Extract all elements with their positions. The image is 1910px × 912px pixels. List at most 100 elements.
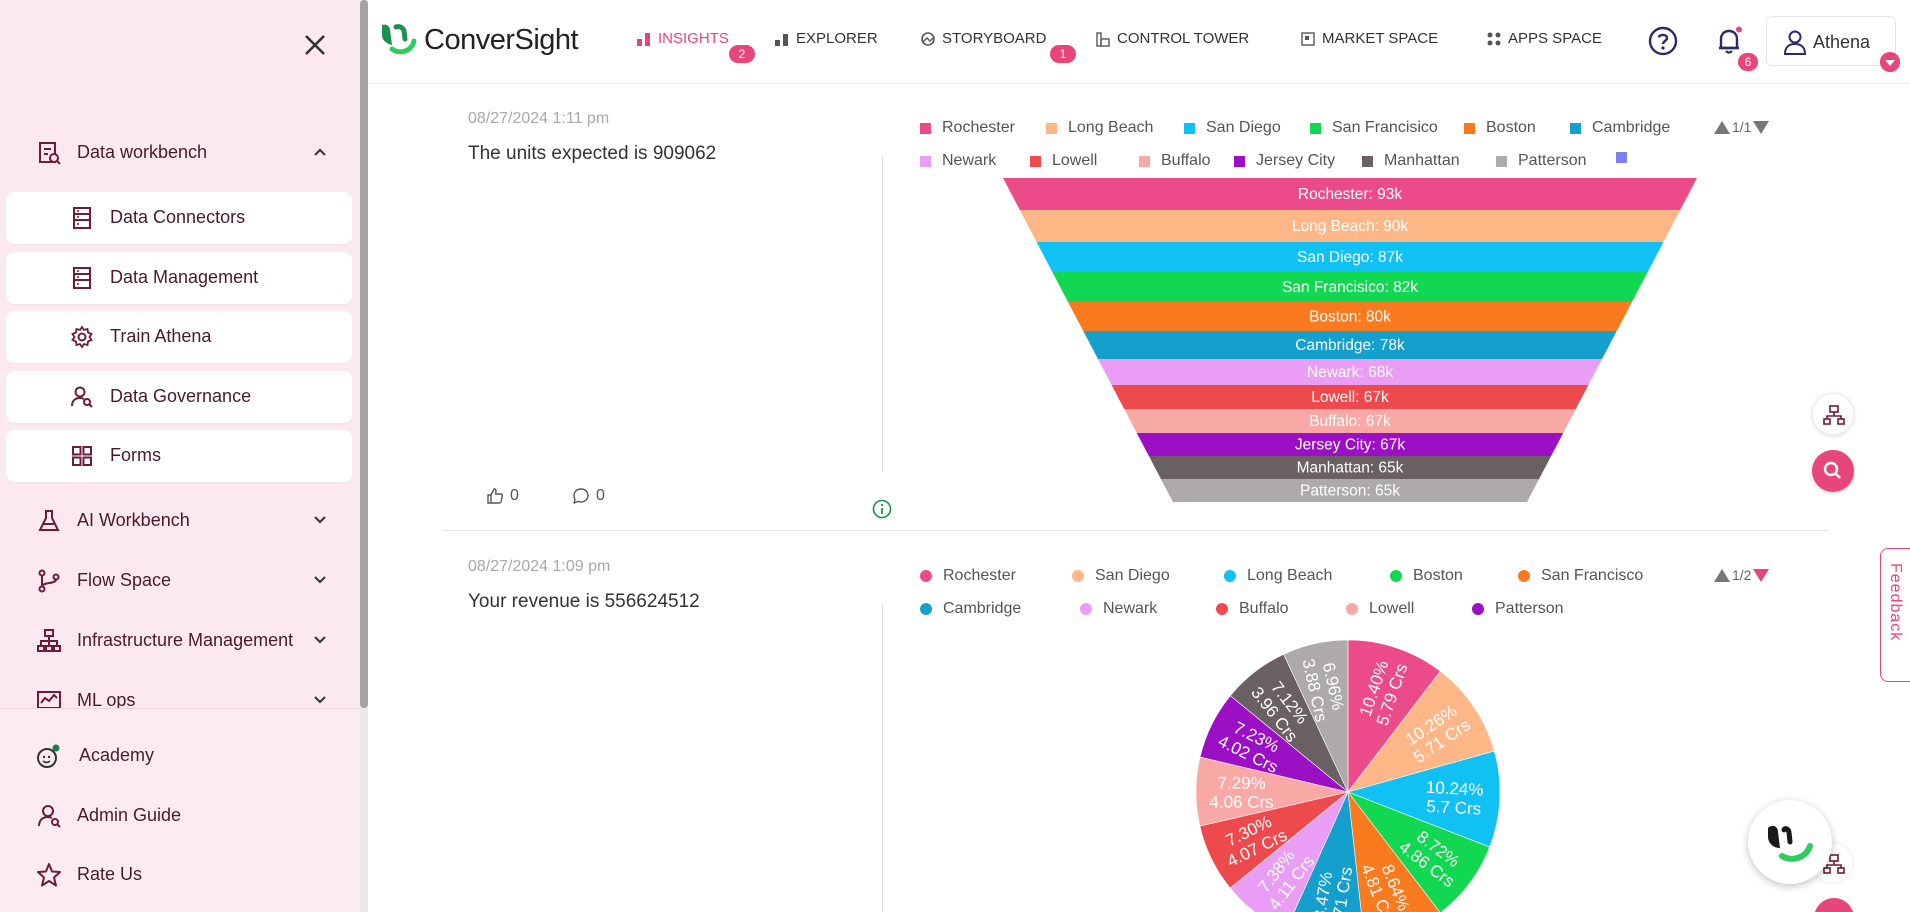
legend-item-lowell[interactable]: Lowell	[1030, 152, 1097, 170]
chevron-down-icon[interactable]	[312, 632, 328, 648]
flow-icon	[38, 569, 60, 593]
comment-button[interactable]: 0	[572, 487, 605, 505]
legend-label: Newark	[942, 152, 997, 169]
legend-item-san-francisco[interactable]: San Francisco	[1518, 567, 1643, 585]
legend-item-san-diego[interactable]: San Diego	[1072, 567, 1170, 585]
legend-item-partial[interactable]	[1616, 152, 1638, 163]
funnel-segment-san-diego[interactable]	[1036, 242, 1664, 272]
legend-label: Long Beach	[1247, 567, 1333, 584]
legend-item-jersey-city[interactable]: Jersey City	[1234, 152, 1335, 170]
legend-item-buffalo[interactable]: Buffalo	[1139, 152, 1211, 170]
legend-item-san-francisico[interactable]: San Francisico	[1310, 119, 1438, 137]
legend-item-patterson[interactable]: Patterson	[1472, 600, 1563, 618]
legend-item-rochester[interactable]: Rochester	[920, 119, 1015, 137]
chevron-down-icon[interactable]	[312, 692, 328, 708]
legend-item-boston[interactable]: Boston	[1464, 119, 1536, 137]
legend-pager[interactable]: 1/1	[1714, 119, 1770, 135]
hierarchy-button[interactable]	[1812, 393, 1854, 435]
legend-item-san-diego[interactable]: San Diego	[1184, 119, 1281, 137]
brand-logo[interactable]: ConverSight	[378, 20, 579, 60]
legend-label: San Francisico	[1332, 119, 1438, 136]
funnel-segment-cambridge[interactable]	[1083, 331, 1617, 359]
sidebar-subitem-data-management[interactable]: Data Management	[6, 252, 352, 304]
legend-item-cambridge[interactable]: Cambridge	[1570, 119, 1670, 137]
pager-up-icon[interactable]	[1714, 568, 1730, 582]
funnel-segment-newark[interactable]	[1097, 359, 1603, 385]
funnel-segment-lowell[interactable]	[1111, 385, 1589, 409]
nav-control-tower[interactable]: CONTROL TOWER	[1095, 30, 1249, 47]
legend-item-patterson[interactable]: Patterson	[1496, 152, 1586, 170]
legend-item-lowell[interactable]: Lowell	[1346, 600, 1414, 618]
nav-insights[interactable]: INSIGHTS	[636, 30, 729, 47]
feedback-tab[interactable]: Feedback	[1880, 548, 1910, 682]
sidebar-item-data-workbench[interactable]: Data workbench	[0, 128, 360, 176]
close-icon[interactable]	[300, 30, 330, 60]
legend-swatch	[1310, 122, 1321, 134]
legend-item-manhattan[interactable]: Manhattan	[1362, 152, 1460, 170]
legend-label: San Diego	[1206, 119, 1281, 136]
sidebar-item-ai-workbench[interactable]: AI Workbench	[0, 496, 360, 544]
nav-explorer[interactable]: EXPLORER	[774, 30, 878, 47]
funnel-segment-patterson[interactable]	[1160, 479, 1540, 502]
legend-item-boston[interactable]: Boston	[1390, 567, 1463, 585]
sidebar-subitem-train-athena[interactable]: Train Athena	[6, 311, 352, 363]
sidebar-item-infrastructure-management[interactable]: Infrastructure Management	[0, 616, 360, 664]
sidebar-subitem-data-connectors[interactable]: Data Connectors	[6, 192, 352, 244]
nav-apps-space[interactable]: APPS SPACE	[1486, 30, 1602, 47]
sidebar-item-academy[interactable]: Academy	[0, 731, 360, 779]
pie-slice[interactable]	[1347, 639, 1441, 793]
chevron-down-icon[interactable]	[312, 572, 328, 588]
user-menu[interactable]: Athena	[1766, 16, 1896, 66]
pager-down-icon[interactable]	[1753, 568, 1770, 582]
help-icon[interactable]	[1648, 26, 1678, 56]
sidebar-item-admin-guide[interactable]: Admin Guide	[0, 791, 360, 839]
sidebar-subitem-label: Forms	[110, 445, 161, 465]
info-icon[interactable]	[872, 499, 892, 519]
legend-item-rochester[interactable]: Rochester	[920, 567, 1016, 585]
legend-item-buffalo[interactable]: Buffalo	[1216, 600, 1289, 618]
sidebar-scrollbar[interactable]	[360, 0, 368, 912]
nav-market-space[interactable]: MARKET SPACE	[1300, 30, 1438, 47]
assistant-chat-button[interactable]	[1748, 800, 1832, 884]
legend-item-cambridge[interactable]: Cambridge	[920, 600, 1021, 618]
funnel-segment-buffalo[interactable]	[1124, 409, 1576, 433]
legend-item-long-beach[interactable]: Long Beach	[1224, 567, 1332, 585]
search-icon	[1823, 461, 1841, 479]
pie-slice[interactable]	[1347, 670, 1495, 793]
funnel-segment-rochester[interactable]	[1003, 178, 1697, 210]
legend-pager[interactable]: 1/2	[1714, 567, 1770, 583]
funnel-segment-san-francisico[interactable]	[1052, 272, 1648, 302]
funnel-label: Rochester: 93k	[1298, 186, 1402, 203]
like-button[interactable]: 0	[486, 487, 519, 505]
chevron-up-icon[interactable]	[312, 144, 328, 160]
hierarchy-button[interactable]	[1812, 842, 1854, 884]
legend-item-newark[interactable]: Newark	[920, 152, 996, 170]
funnel-segment-long-beach[interactable]	[1019, 210, 1681, 242]
pager-down-icon[interactable]	[1753, 120, 1770, 134]
pie-slice[interactable]	[1283, 639, 1349, 793]
funnel-segment-jersey-city[interactable]	[1136, 433, 1564, 456]
chevron-down-icon[interactable]	[312, 512, 328, 528]
pie-slice[interactable]	[1347, 750, 1501, 848]
sidebar-item-flow-space[interactable]: Flow Space	[0, 556, 360, 604]
search-button[interactable]	[1812, 450, 1854, 492]
sidebar-subitem-data-governance[interactable]: Data Governance	[6, 371, 352, 423]
sidebar-subitem-forms[interactable]: Forms	[6, 430, 352, 482]
caret-down-icon[interactable]	[1880, 52, 1900, 72]
pager-label: 1/2	[1732, 567, 1752, 583]
pager-up-icon[interactable]	[1714, 120, 1730, 134]
pie-slice[interactable]	[1347, 790, 1441, 912]
explorer-icon	[775, 33, 788, 46]
nav-storyboard[interactable]: STORYBOARD	[920, 30, 1046, 47]
bell-icon[interactable]	[1714, 26, 1744, 56]
funnel-segment-boston[interactable]	[1068, 302, 1632, 331]
legend-item-long-beach[interactable]: Long Beach	[1046, 119, 1153, 137]
scrollbar-thumb[interactable]	[360, 0, 368, 708]
sidebar-item-rate-us[interactable]: Rate Us	[0, 850, 360, 898]
pie-slice[interactable]	[1286, 790, 1365, 912]
search-button[interactable]	[1814, 898, 1854, 912]
legend-item-newark[interactable]: Newark	[1080, 600, 1157, 618]
funnel-segment-manhattan[interactable]	[1148, 456, 1552, 479]
legend-swatch	[1184, 122, 1195, 134]
